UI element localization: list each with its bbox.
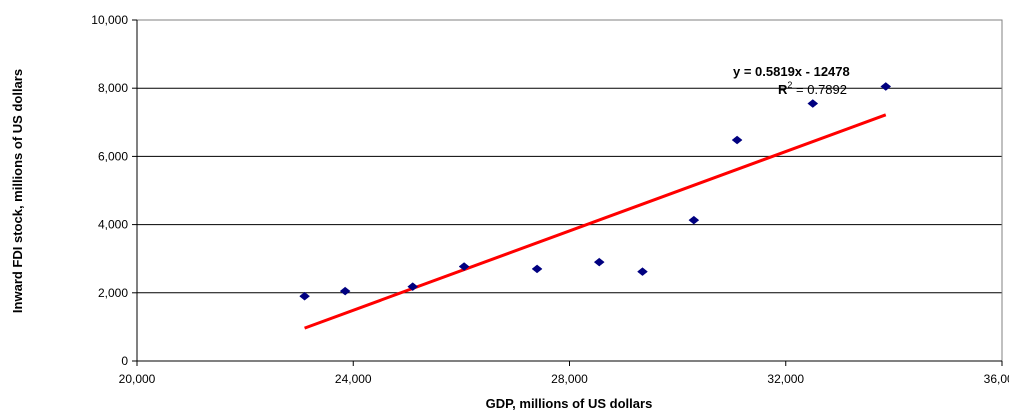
y-tick-label: 10,000 [91,13,128,27]
y-axis-title: Inward FDI stock, millions of US dollars [10,69,25,313]
y-tick-label: 0 [121,354,128,368]
y-tick-label: 4,000 [98,218,128,232]
data-point [299,291,310,301]
data-point [637,267,648,276]
r-squared-exponent: 2 [787,80,792,90]
data-points [299,82,892,301]
data-point [688,215,700,225]
y-tick-label: 8,000 [98,81,128,95]
data-point [880,82,892,91]
data-point [407,282,419,291]
plot-area-border [136,19,1003,362]
grid-lines [137,87,1002,294]
trendline-equation: y = 0.5819x - 12478 [733,64,850,79]
trendline-group [304,113,887,330]
x-axis-title: GDP, millions of US dollars [486,396,653,411]
r-squared-r: R [778,82,788,97]
x-tick-label: 36,000 [984,372,1009,386]
trendline [304,113,887,330]
x-tick-label: 24,000 [335,372,372,386]
data-point [531,264,543,274]
x-tick-label: 32,000 [767,372,804,386]
data-point [458,262,470,271]
r-squared-label: R2 = 0.7892 [778,80,847,97]
data-point [807,99,819,108]
data-point [731,135,743,145]
data-point [339,286,351,296]
data-point [593,257,605,267]
axes: 0 2,000 4,000 6,000 8,000 10,000 20,000 24,000 2… [91,13,1009,386]
y-tick-label: 2,000 [98,286,128,300]
x-tick-label: 28,000 [551,372,588,386]
y-tick-label: 6,000 [98,149,128,163]
r-squared-value: = 0.7892 [792,82,847,97]
x-tick-label: 20,000 [119,372,156,386]
